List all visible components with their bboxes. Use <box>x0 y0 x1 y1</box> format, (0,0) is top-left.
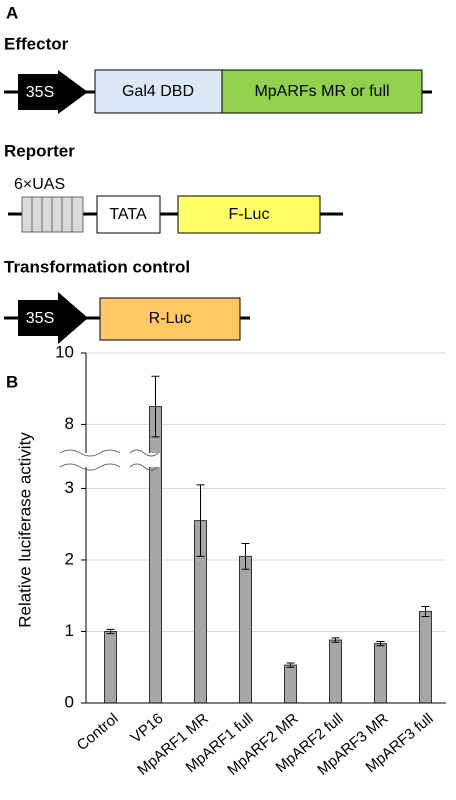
rluc-box <box>99 297 241 341</box>
section-title: Transformation control <box>4 257 190 276</box>
promoter-arrow <box>18 292 88 344</box>
error-bar <box>106 628 115 635</box>
break-mark <box>129 463 159 471</box>
promoter-label: 35S <box>26 310 54 327</box>
error-bar <box>286 662 295 668</box>
bar <box>284 664 297 704</box>
bar <box>149 406 162 704</box>
panel-label: B <box>6 372 18 391</box>
bar <box>329 639 342 704</box>
error-bar <box>376 640 385 647</box>
tata-box <box>96 195 161 234</box>
fluc-box <box>177 195 321 234</box>
bar <box>104 630 117 704</box>
bar <box>374 643 387 704</box>
fusion-box <box>221 69 423 114</box>
error-bar <box>241 543 250 570</box>
uas-label: 6×UAS <box>14 176 65 193</box>
uas-repeats <box>31 197 73 232</box>
error-bar <box>151 375 160 438</box>
y-tick-label: 1 <box>65 621 74 640</box>
y-tick-label: 2 <box>65 549 74 568</box>
y-axis-label: Relative luciferase activity <box>15 432 34 628</box>
error-bar <box>331 637 340 643</box>
y-tick-label: 0 <box>65 692 74 711</box>
error-bar <box>421 605 430 617</box>
break-mark <box>59 449 121 457</box>
bar <box>419 610 432 704</box>
y-tick-label: 3 <box>65 478 74 497</box>
tata-label: TATA <box>109 206 147 223</box>
promoter-arrow <box>18 70 88 114</box>
rluc-label: R-Luc <box>149 310 192 327</box>
error-bar <box>196 484 205 557</box>
break-mark <box>129 449 159 457</box>
break-mark <box>59 463 121 471</box>
fluc-label: F-Luc <box>229 206 270 223</box>
promoter-label: 35S <box>26 84 54 101</box>
x-tick-label: Control <box>74 710 122 754</box>
section-title: Effector <box>4 34 69 53</box>
dbd-box <box>94 69 223 114</box>
panel-label: A <box>6 3 18 22</box>
bar <box>239 555 252 704</box>
y-tick-label: 10 <box>55 342 74 361</box>
x-tick-label: VP16 <box>128 710 167 747</box>
fusion-label: MpARFs MR or full <box>254 83 389 100</box>
section-title: Reporter <box>4 141 75 160</box>
y-tick-label: 8 <box>65 414 74 433</box>
axis-break <box>60 453 160 467</box>
dbd-label: Gal4 DBD <box>122 83 194 100</box>
